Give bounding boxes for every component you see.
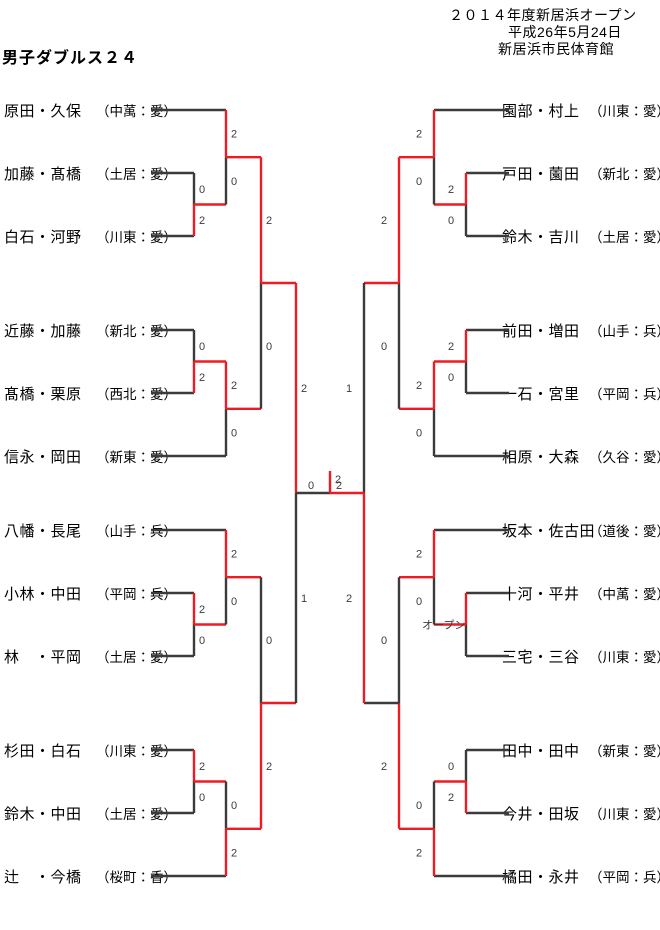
- svg-text:0: 0: [416, 596, 422, 608]
- svg-text:2: 2: [336, 480, 342, 492]
- svg-text:2: 2: [266, 215, 272, 227]
- svg-text:0: 0: [416, 176, 422, 188]
- svg-text:2: 2: [301, 383, 307, 395]
- svg-text:0: 0: [231, 596, 237, 608]
- svg-text:2: 2: [416, 129, 422, 141]
- svg-text:0: 0: [231, 800, 237, 812]
- svg-text:2: 2: [231, 847, 237, 859]
- svg-text:0: 0: [266, 635, 272, 647]
- svg-text:2: 2: [381, 215, 387, 227]
- svg-text:2: 2: [231, 380, 237, 392]
- svg-text:1: 1: [301, 593, 307, 605]
- svg-text:0: 0: [199, 341, 205, 353]
- svg-text:2: 2: [199, 215, 205, 227]
- svg-text:2: 2: [416, 549, 422, 561]
- svg-text:2: 2: [231, 129, 237, 141]
- svg-text:0: 0: [448, 215, 454, 227]
- svg-text:0: 0: [199, 792, 205, 804]
- svg-text:オープン: オープン: [422, 619, 465, 632]
- svg-text:0: 0: [448, 372, 454, 384]
- svg-text:0: 0: [381, 635, 387, 647]
- svg-text:2: 2: [231, 549, 237, 561]
- svg-text:2: 2: [416, 847, 422, 859]
- svg-text:0: 0: [199, 635, 205, 647]
- svg-text:0: 0: [308, 480, 314, 492]
- svg-text:0: 0: [199, 184, 205, 196]
- svg-text:2: 2: [381, 761, 387, 773]
- svg-text:2: 2: [346, 593, 352, 605]
- svg-text:2: 2: [448, 184, 454, 196]
- svg-text:2: 2: [266, 761, 272, 773]
- svg-text:2: 2: [448, 341, 454, 353]
- svg-text:0: 0: [416, 427, 422, 439]
- svg-text:0: 0: [231, 176, 237, 188]
- svg-text:2: 2: [199, 372, 205, 384]
- svg-text:0: 0: [416, 800, 422, 812]
- svg-text:0: 0: [381, 341, 387, 353]
- svg-text:0: 0: [448, 761, 454, 773]
- svg-text:2: 2: [199, 604, 205, 616]
- svg-text:2: 2: [199, 761, 205, 773]
- svg-text:0: 0: [231, 427, 237, 439]
- svg-text:1: 1: [346, 383, 352, 395]
- svg-text:2: 2: [416, 380, 422, 392]
- svg-text:2: 2: [448, 792, 454, 804]
- svg-text:0: 0: [266, 341, 272, 353]
